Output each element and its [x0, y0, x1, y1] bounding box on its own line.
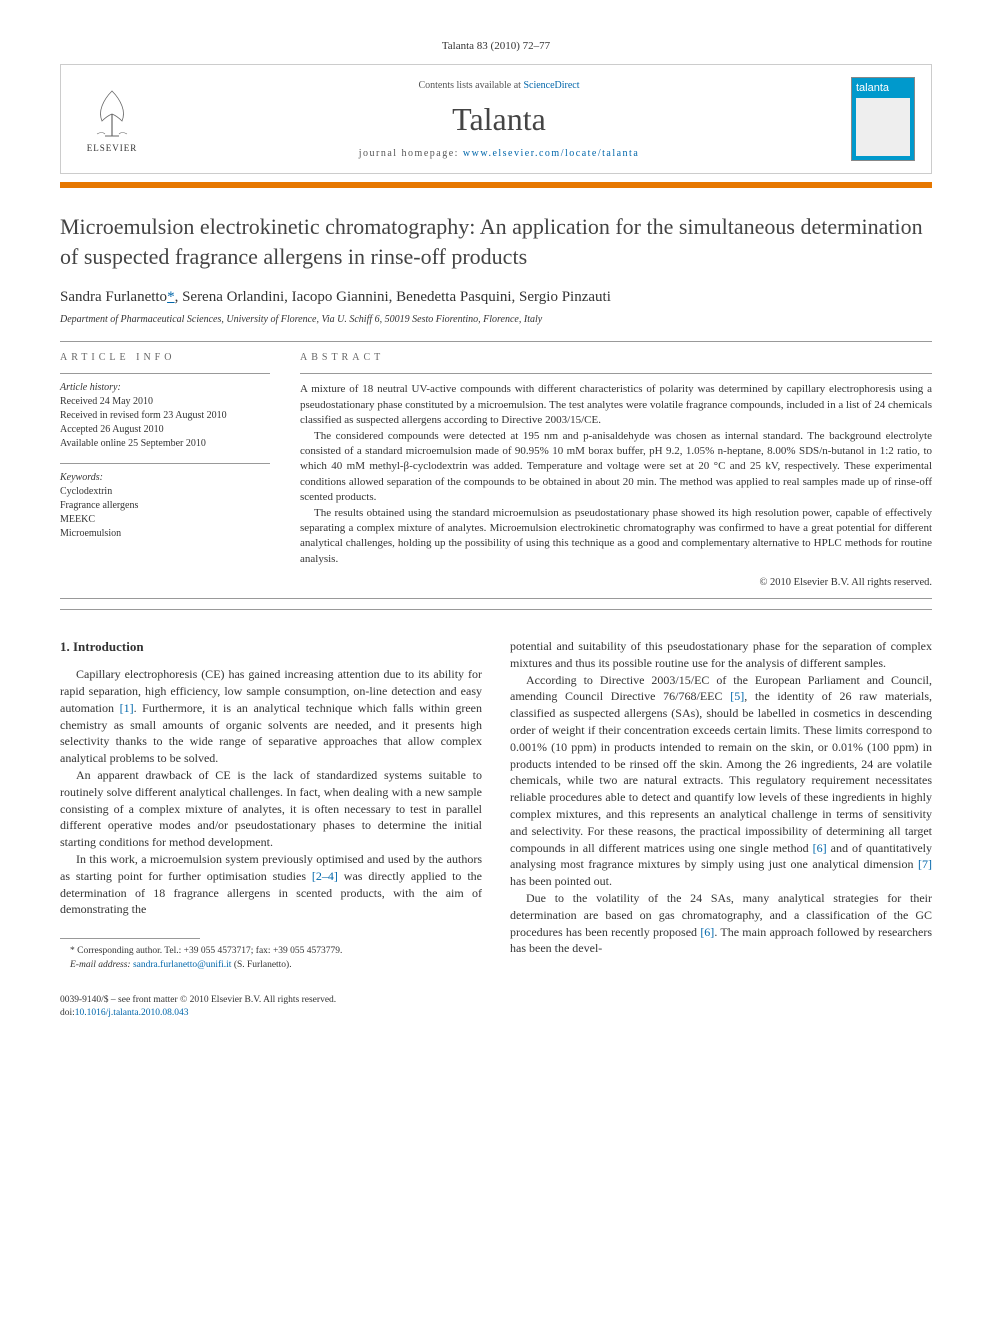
affiliation: Department of Pharmaceutical Sciences, U… [60, 314, 932, 325]
footer-doi-line: doi:10.1016/j.talanta.2010.08.043 [60, 1007, 932, 1020]
abstract-divider [300, 373, 932, 374]
divider-mid [60, 598, 932, 599]
email-label: E-mail address: [70, 960, 133, 970]
article-info-col: article info Article history: Received 2… [60, 352, 270, 588]
abstract-text: A mixture of 18 neutral UV-active compou… [300, 382, 932, 567]
homepage-prefix: journal homepage: [359, 148, 463, 159]
body-p5: According to Directive 2003/15/EC of the… [510, 672, 932, 890]
email-link[interactable]: sandra.furlanetto@unifi.it [133, 960, 231, 970]
abstract-header: abstract [300, 352, 932, 363]
page-container: Talanta 83 (2010) 72–77 ELSEVIER Content… [0, 0, 992, 1060]
abstract-p3: The results obtained using the standard … [300, 506, 932, 568]
ref-link-5[interactable]: [5] [730, 689, 744, 703]
authors-line: Sandra Furlanetto*, Serena Orlandini, Ia… [60, 289, 932, 306]
journal-name: Talanta [147, 101, 851, 138]
body-p1: Capillary electrophoresis (CE) has gaine… [60, 666, 482, 767]
footnote-block: * Corresponding author. Tel.: +39 055 45… [60, 938, 482, 972]
info-abstract-row: article info Article history: Received 2… [60, 352, 932, 588]
abstract-p1: A mixture of 18 neutral UV-active compou… [300, 382, 932, 428]
page-footer: 0039-9140/$ – see front matter © 2010 El… [60, 994, 932, 1021]
abstract-col: abstract A mixture of 18 neutral UV-acti… [300, 352, 932, 588]
corresponding-mark[interactable]: * [167, 289, 175, 305]
journal-cover-thumbnail: talanta [851, 77, 915, 161]
doi-link[interactable]: 10.1016/j.talanta.2010.08.043 [75, 1008, 189, 1018]
doi-label: doi: [60, 1008, 75, 1018]
homepage-line: journal homepage: www.elsevier.com/locat… [147, 148, 851, 159]
body-p3: In this work, a microemulsion system pre… [60, 851, 482, 918]
orange-divider [60, 182, 932, 188]
text: has been pointed out. [510, 874, 612, 888]
ref-link-2-4[interactable]: [2–4] [312, 869, 338, 883]
article-title: Microemulsion electrokinetic chromatogra… [60, 212, 932, 271]
cover-body [856, 98, 910, 156]
info-divider-2 [60, 463, 270, 464]
cover-title: talanta [856, 82, 910, 94]
ref-link-1[interactable]: [1] [120, 701, 134, 715]
footnote-line1: * Corresponding author. Tel.: +39 055 45… [60, 945, 482, 958]
ref-link-6b[interactable]: [6] [700, 925, 714, 939]
footer-copyright: 0039-9140/$ – see front matter © 2010 El… [60, 994, 932, 1007]
header-center: Contents lists available at ScienceDirec… [147, 80, 851, 159]
introduction-heading: 1. Introduction [60, 638, 482, 656]
footnote-line2: E-mail address: sandra.furlanetto@unifi.… [60, 959, 482, 972]
homepage-link[interactable]: www.elsevier.com/locate/talanta [463, 148, 639, 159]
elsevier-logo: ELSEVIER [77, 79, 147, 159]
abstract-p2: The considered compounds were detected a… [300, 429, 932, 506]
elsevier-tree-icon [87, 86, 137, 141]
keyword: Fragrance allergens [60, 499, 270, 513]
keyword: MEEKC [60, 513, 270, 527]
elsevier-label: ELSEVIER [87, 143, 138, 153]
divider-top [60, 341, 932, 342]
history-item: Received in revised form 23 August 2010 [60, 409, 270, 423]
journal-header-box: ELSEVIER Contents lists available at Sci… [60, 64, 932, 174]
keyword: Microemulsion [60, 527, 270, 541]
history-item: Received 24 May 2010 [60, 395, 270, 409]
article-info-header: article info [60, 352, 270, 363]
history-item: Available online 25 September 2010 [60, 437, 270, 451]
divider-mid-2 [60, 609, 932, 610]
body-two-column: 1. Introduction Capillary electrophoresi… [60, 638, 932, 972]
footnote-separator [60, 938, 200, 939]
citation-line: Talanta 83 (2010) 72–77 [60, 40, 932, 52]
ref-link-7[interactable]: [7] [918, 857, 932, 871]
body-p2: An apparent drawback of CE is the lack o… [60, 767, 482, 851]
info-divider [60, 373, 270, 374]
body-p4: potential and suitability of this pseudo… [510, 638, 932, 672]
contents-prefix: Contents lists available at [418, 80, 523, 91]
keywords-label: Keywords: [60, 472, 270, 483]
history-item: Accepted 26 August 2010 [60, 423, 270, 437]
ref-link-6a[interactable]: [6] [813, 841, 827, 855]
author-corresponding: Sandra Furlanetto [60, 289, 167, 305]
copyright-line: © 2010 Elsevier B.V. All rights reserved… [300, 577, 932, 588]
keyword: Cyclodextrin [60, 485, 270, 499]
history-label: Article history: [60, 382, 270, 393]
body-p6: Due to the volatility of the 24 SAs, man… [510, 890, 932, 957]
text: , the identity of 26 raw materials, clas… [510, 689, 932, 854]
sciencedirect-link[interactable]: ScienceDirect [523, 80, 579, 91]
email-suffix: (S. Furlanetto). [231, 960, 291, 970]
authors-rest: , Serena Orlandini, Iacopo Giannini, Ben… [175, 289, 611, 305]
contents-available-line: Contents lists available at ScienceDirec… [147, 80, 851, 91]
